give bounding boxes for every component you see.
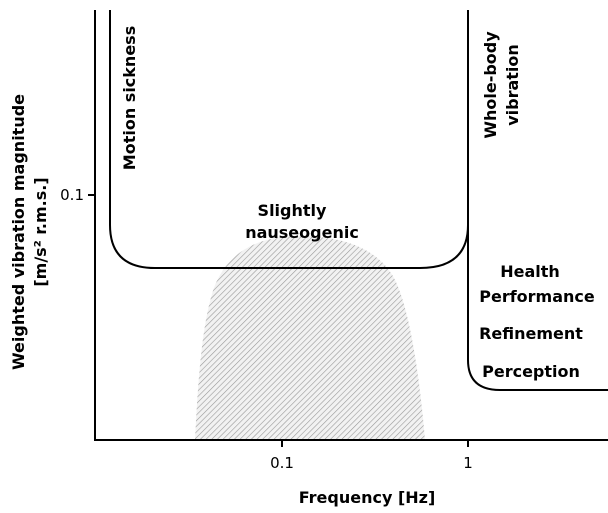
whole-body-label: Whole-body xyxy=(481,31,500,139)
criterion-label: Performance xyxy=(479,287,595,306)
y-axis-label: [m/s² r.m.s.] xyxy=(31,177,50,286)
criterion-label: Perception xyxy=(482,362,580,381)
nauseogenic-region xyxy=(195,236,425,440)
whole-body-curve xyxy=(467,225,608,391)
x-tick-label: 1 xyxy=(463,454,473,472)
whole-body-label: vibration xyxy=(503,44,522,126)
x-tick-label: 0.1 xyxy=(270,454,294,472)
nauseogenic-label: Slightly xyxy=(258,201,327,220)
y-axis-label: Weighted vibration magnitude xyxy=(9,94,28,370)
y-tick-label: 0.1 xyxy=(60,186,84,204)
motion-sickness-label: Motion sickness xyxy=(120,26,139,170)
criterion-label: Refinement xyxy=(479,324,583,343)
x-axis-label: Frequency [Hz] xyxy=(299,488,436,507)
nauseogenic-label: nauseogenic xyxy=(245,223,359,242)
criterion-label: Health xyxy=(500,262,560,281)
motion-sickness-curve xyxy=(109,10,469,269)
